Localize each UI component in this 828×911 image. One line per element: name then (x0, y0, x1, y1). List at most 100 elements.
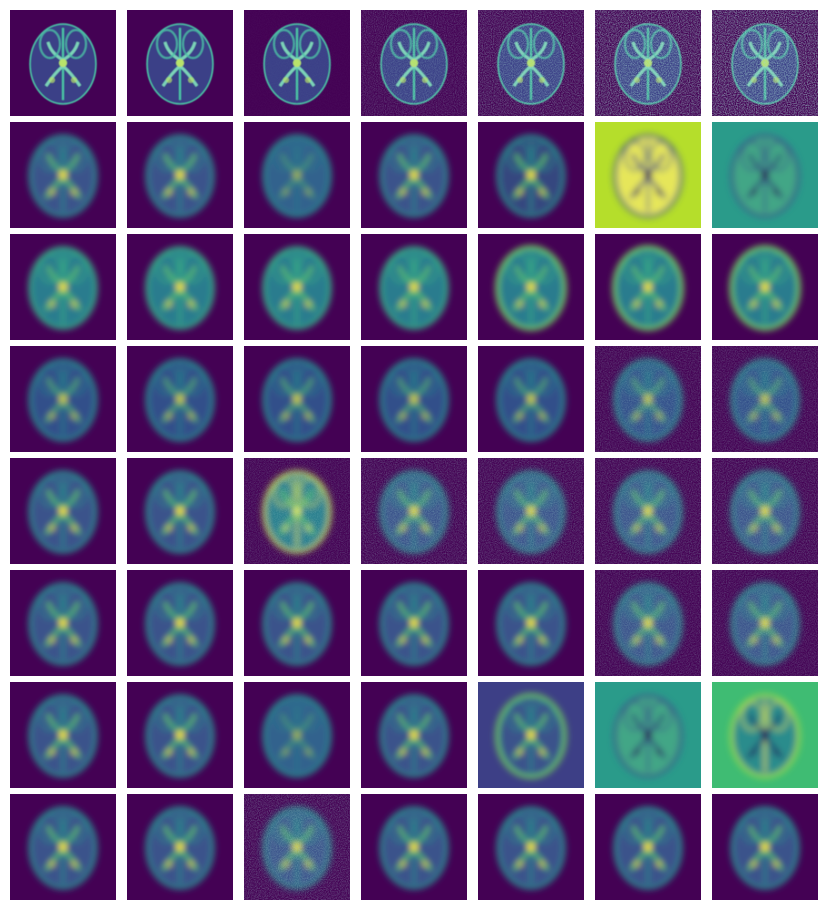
brain-slice-image (712, 10, 818, 116)
brain-slice-image (127, 570, 233, 676)
brain-slice-image (712, 570, 818, 676)
brain-slice-image (361, 794, 467, 900)
brain-slice-image (10, 794, 116, 900)
brain-slice-image (478, 458, 584, 564)
brain-slice-image (478, 570, 584, 676)
brain-slice-tile (595, 794, 701, 900)
brain-slice-image (127, 234, 233, 340)
brain-slice-image (127, 682, 233, 788)
brain-slice-tile (595, 682, 701, 788)
brain-slice-image (244, 458, 350, 564)
brain-slice-tile (361, 234, 467, 340)
brain-slice-image (244, 122, 350, 228)
brain-slice-tile (478, 682, 584, 788)
brain-slice-tile (127, 10, 233, 116)
brain-slice-image (127, 122, 233, 228)
brain-slice-image (127, 346, 233, 452)
brain-slice-tile (244, 682, 350, 788)
brain-slice-tile (478, 570, 584, 676)
brain-slice-tile (712, 458, 818, 564)
brain-slice-image (478, 122, 584, 228)
brain-slice-image (595, 10, 701, 116)
brain-slice-image (127, 794, 233, 900)
brain-slice-tile (361, 346, 467, 452)
brain-slice-tile (127, 794, 233, 900)
brain-slice-image (712, 682, 818, 788)
brain-slice-image (10, 122, 116, 228)
brain-slice-image (10, 234, 116, 340)
brain-slice-tile (127, 682, 233, 788)
brain-slice-tile (712, 346, 818, 452)
brain-slice-image (244, 682, 350, 788)
brain-slice-image (244, 346, 350, 452)
brain-slice-tile (10, 122, 116, 228)
brain-slice-tile (478, 10, 584, 116)
brain-slice-image (595, 234, 701, 340)
brain-slice-tile (361, 794, 467, 900)
brain-slice-tile (595, 458, 701, 564)
brain-slice-image (712, 346, 818, 452)
brain-slice-tile (595, 570, 701, 676)
brain-slice-tile (361, 458, 467, 564)
brain-slice-tile (244, 570, 350, 676)
brain-slice-tile (712, 234, 818, 340)
brain-slice-image (127, 458, 233, 564)
brain-slice-image (244, 234, 350, 340)
brain-slice-tile (595, 10, 701, 116)
brain-slice-image (712, 234, 818, 340)
brain-slice-tile (244, 122, 350, 228)
brain-slice-tile (244, 346, 350, 452)
brain-slice-image (10, 682, 116, 788)
brain-slice-tile (10, 458, 116, 564)
brain-slice-tile (10, 682, 116, 788)
brain-slice-tile (478, 794, 584, 900)
brain-slice-image (244, 10, 350, 116)
brain-slice-image (712, 458, 818, 564)
brain-slice-tile (361, 122, 467, 228)
brain-slice-tile (244, 10, 350, 116)
brain-slice-image (127, 10, 233, 116)
brain-slice-image (244, 794, 350, 900)
brain-slice-image (478, 346, 584, 452)
brain-slice-tile (595, 122, 701, 228)
brain-slice-tile (712, 10, 818, 116)
brain-slice-tile (127, 458, 233, 564)
brain-slice-tile (127, 122, 233, 228)
brain-slice-image (595, 458, 701, 564)
brain-slice-image (361, 346, 467, 452)
brain-slice-tile (478, 346, 584, 452)
brain-slice-image (595, 122, 701, 228)
brain-slice-tile (10, 570, 116, 676)
brain-slice-image (595, 346, 701, 452)
brain-slice-tile (10, 234, 116, 340)
brain-slice-image (10, 10, 116, 116)
brain-slice-tile (127, 234, 233, 340)
brain-slice-tile (244, 458, 350, 564)
brain-slice-tile (361, 10, 467, 116)
brain-slice-tile (712, 794, 818, 900)
brain-slice-tile (595, 346, 701, 452)
brain-slice-tile (10, 346, 116, 452)
brain-slice-image (361, 234, 467, 340)
brain-slice-image (361, 458, 467, 564)
brain-slice-tile (478, 122, 584, 228)
brain-slice-tile (244, 794, 350, 900)
brain-slice-image (361, 682, 467, 788)
brain-slice-image (595, 794, 701, 900)
brain-slice-tile (595, 234, 701, 340)
brain-slice-image (361, 10, 467, 116)
brain-slice-image (244, 570, 350, 676)
brain-slice-tile (127, 346, 233, 452)
brain-slice-tile (478, 458, 584, 564)
brain-slice-image (712, 794, 818, 900)
brain-slice-image (595, 570, 701, 676)
brain-slice-image (361, 122, 467, 228)
brain-slice-tile (127, 570, 233, 676)
brain-slice-image (478, 682, 584, 788)
brain-slice-tile (712, 570, 818, 676)
brain-slice-tile (10, 10, 116, 116)
brain-slice-tile (361, 570, 467, 676)
brain-slice-image (712, 122, 818, 228)
brain-slice-tile (712, 122, 818, 228)
